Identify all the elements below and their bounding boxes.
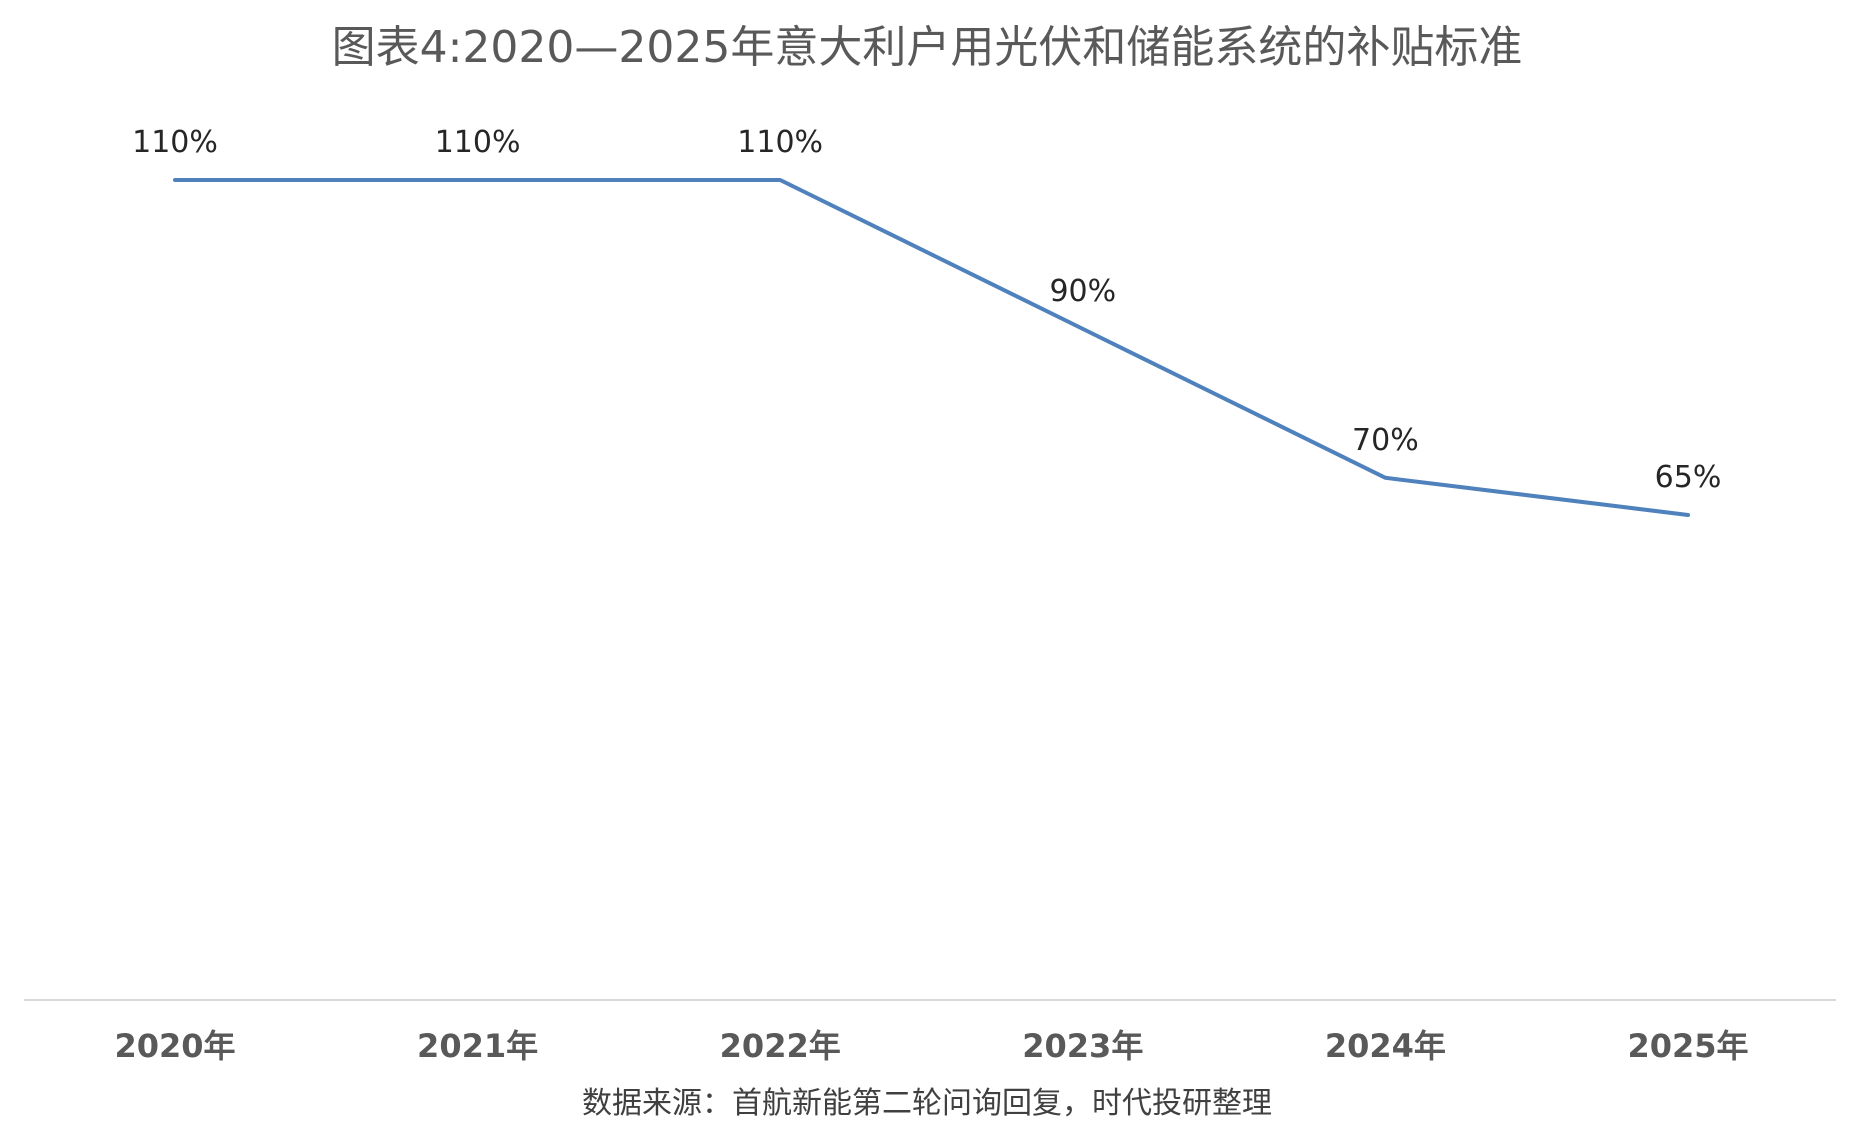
x-tick-label: 2020年 bbox=[114, 1027, 235, 1065]
plot-area: 110% 110% 110%90%70%65% 2020年 2021年 2022年 202… bbox=[24, 125, 1836, 1065]
x-axis-ticks: 2020年 2021年 2022年 2023年 2024年 2025年 bbox=[114, 1027, 1748, 1065]
data-label: 110% bbox=[737, 125, 823, 160]
data-labels: 110% 110% 110% 90% 70% 65% bbox=[132, 125, 1721, 495]
x-tick-label: 2023年 bbox=[1022, 1027, 1143, 1065]
chart-title: 图表4:2020—2025年意大利户用光伏和储能系统的补贴标准 bbox=[332, 22, 1523, 73]
x-tick-label: 2022年 bbox=[720, 1027, 841, 1065]
data-label: 65% bbox=[1655, 460, 1722, 495]
x-tick-label: 2024年 bbox=[1325, 1027, 1446, 1065]
x-tick-label: 2021年 bbox=[417, 1027, 538, 1065]
source-note: 数据来源：首航新能第二轮问询回复，时代投研整理 bbox=[582, 1086, 1272, 1121]
data-label: 110% bbox=[435, 125, 521, 160]
x-tick-label: 2025年 bbox=[1627, 1027, 1748, 1065]
series-line bbox=[173, 178, 1690, 517]
data-label: 90% bbox=[1049, 274, 1116, 309]
data-label: 110% bbox=[132, 125, 218, 160]
data-label: 70% bbox=[1352, 423, 1419, 458]
